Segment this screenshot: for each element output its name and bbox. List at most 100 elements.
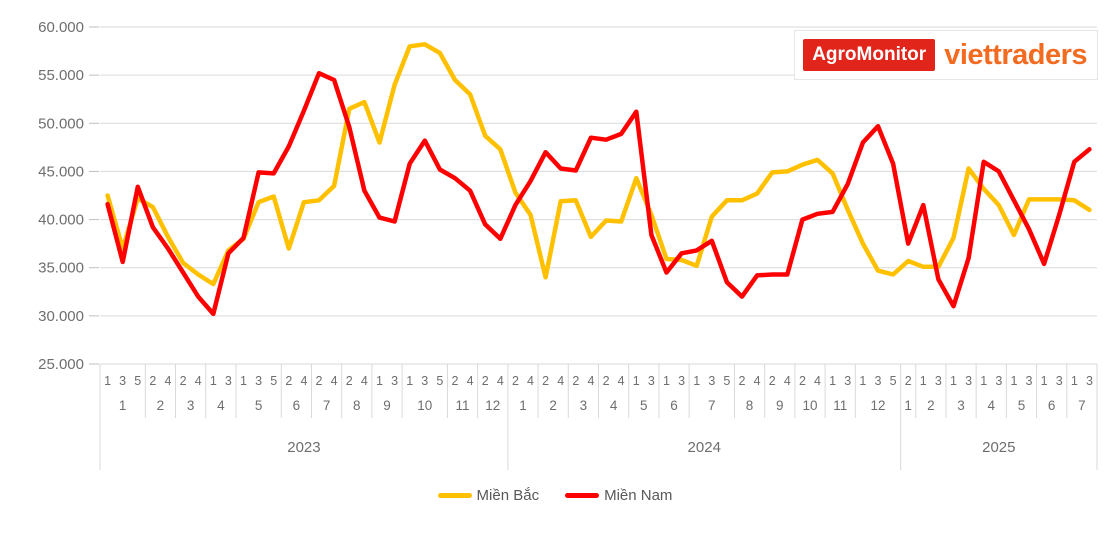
x-axis-month-label: 6 (1048, 398, 1056, 413)
x-axis-week-label: 3 (935, 374, 942, 388)
x-axis-month-label: 8 (746, 398, 754, 413)
x-axis-month-label: 7 (323, 398, 331, 413)
viettraders-logo: viettraders (944, 38, 1087, 71)
x-axis-month-label: 3 (580, 398, 588, 413)
x-axis-week-label: 1 (663, 374, 670, 388)
x-axis-week-label: 3 (844, 374, 851, 388)
x-axis-month-label: 2 (157, 398, 165, 413)
x-axis-week-label: 4 (165, 374, 172, 388)
x-axis-week-label: 4 (497, 374, 504, 388)
y-axis-tick-label: 25.000 (38, 356, 84, 373)
legend: Miền Bắc Miền Nam (0, 487, 1110, 504)
x-axis-week-label: 3 (708, 374, 715, 388)
x-axis-week-label: 5 (723, 374, 730, 388)
x-axis-week-label: 4 (467, 374, 474, 388)
x-axis-month-label: 4 (610, 398, 618, 413)
x-axis-month-label: 3 (957, 398, 965, 413)
legend-label-mien-nam: Miền Nam (604, 487, 673, 504)
x-axis-month-label: 11 (456, 398, 470, 413)
x-axis-year-label: 2025 (982, 439, 1015, 456)
x-axis-week-label: 1 (104, 374, 111, 388)
x-axis-week-label: 3 (995, 374, 1002, 388)
x-axis-month-label: 7 (708, 398, 716, 413)
x-axis-week-label: 2 (316, 374, 323, 388)
x-axis-month-label: 9 (383, 398, 391, 413)
x-axis-week-label: 1 (406, 374, 413, 388)
x-axis-week-label: 4 (195, 374, 202, 388)
x-axis-week-label: 4 (361, 374, 368, 388)
x-axis-month-label: 7 (1078, 398, 1086, 413)
x-axis-year-label: 2024 (688, 439, 721, 456)
x-axis-month-label: 2 (549, 398, 557, 413)
x-axis-month-label: 8 (353, 398, 361, 413)
x-axis-week-label: 4 (331, 374, 338, 388)
x-axis-year-label: 2023 (287, 439, 320, 456)
x-axis-week-label: 3 (391, 374, 398, 388)
x-axis-week-label: 1 (829, 374, 836, 388)
x-axis-week-label: 3 (1026, 374, 1033, 388)
x-axis-week-label: 3 (421, 374, 428, 388)
x-axis-week-label: 1 (376, 374, 383, 388)
x-axis-month-label: 5 (1018, 398, 1026, 413)
y-axis-tick-label: 55.000 (38, 67, 84, 84)
x-axis-week-label: 2 (285, 374, 292, 388)
x-axis-week-label: 3 (678, 374, 685, 388)
legend-swatch-mien-bac (437, 493, 472, 498)
x-axis-week-label: 1 (950, 374, 957, 388)
x-axis-week-label: 2 (739, 374, 746, 388)
x-axis-week-label: 2 (149, 374, 156, 388)
x-axis-week-label: 4 (300, 374, 307, 388)
x-axis-week-label: 3 (874, 374, 881, 388)
x-axis-week-label: 2 (905, 374, 912, 388)
x-axis-week-label: 2 (572, 374, 579, 388)
x-axis-week-label: 3 (965, 374, 972, 388)
y-axis-tick-label: 60.000 (38, 19, 84, 36)
x-axis-week-label: 1 (240, 374, 247, 388)
x-axis-week-label: 5 (436, 374, 443, 388)
x-axis-week-label: 2 (346, 374, 353, 388)
x-axis-week-label: 2 (512, 374, 519, 388)
y-axis-tick-label: 35.000 (38, 260, 84, 277)
x-axis-week-label: 2 (769, 374, 776, 388)
legend-label-mien-bac: Miền Bắc (476, 487, 540, 504)
x-axis-month-label: 1 (519, 398, 527, 413)
x-axis-week-label: 1 (1041, 374, 1048, 388)
x-axis-month-label: 11 (833, 398, 847, 413)
x-axis-month-label: 3 (187, 398, 195, 413)
legend-item-mien-bac[interactable]: Miền Bắc (437, 487, 540, 504)
x-axis-week-label: 3 (1086, 374, 1093, 388)
x-axis-week-label: 1 (693, 374, 700, 388)
series-line-mien-nam[interactable] (105, 70, 1092, 317)
x-axis-week-label: 4 (618, 374, 625, 388)
x-axis-month-label: 12 (870, 398, 885, 413)
x-axis-week-label: 3 (1056, 374, 1063, 388)
x-axis-month-label: 1 (904, 398, 912, 413)
x-axis-week-label: 1 (980, 374, 987, 388)
x-axis-week-label: 4 (527, 374, 534, 388)
x-axis-week-label: 4 (557, 374, 564, 388)
x-axis-week-label: 2 (180, 374, 187, 388)
x-axis-month-label: 6 (293, 398, 301, 413)
legend-item-mien-nam[interactable]: Miền Nam (565, 487, 672, 504)
x-axis-week-label: 4 (587, 374, 594, 388)
y-axis-tick-label: 30.000 (38, 308, 84, 325)
x-axis-month-label: 4 (987, 398, 995, 413)
x-axis-month-label: 12 (485, 398, 500, 413)
y-axis-tick-label: 40.000 (38, 212, 84, 229)
x-axis-week-label: 2 (799, 374, 806, 388)
series-line-mien-bac[interactable] (105, 42, 1092, 287)
x-axis-week-label: 4 (814, 374, 821, 388)
x-axis-week-label: 1 (859, 374, 866, 388)
x-axis-week-label: 5 (890, 374, 897, 388)
x-axis-month-label: 9 (776, 398, 784, 413)
x-axis-week-label: 1 (210, 374, 217, 388)
x-axis-week-label: 1 (920, 374, 927, 388)
x-axis-week-label: 2 (542, 374, 549, 388)
x-axis-week-label: 2 (482, 374, 489, 388)
y-axis-tick-label: 50.000 (38, 115, 84, 132)
x-axis-week-label: 3 (119, 374, 126, 388)
x-axis-week-label: 5 (134, 374, 141, 388)
x-axis-month-label: 5 (255, 398, 263, 413)
x-axis-month-label: 10 (802, 398, 817, 413)
